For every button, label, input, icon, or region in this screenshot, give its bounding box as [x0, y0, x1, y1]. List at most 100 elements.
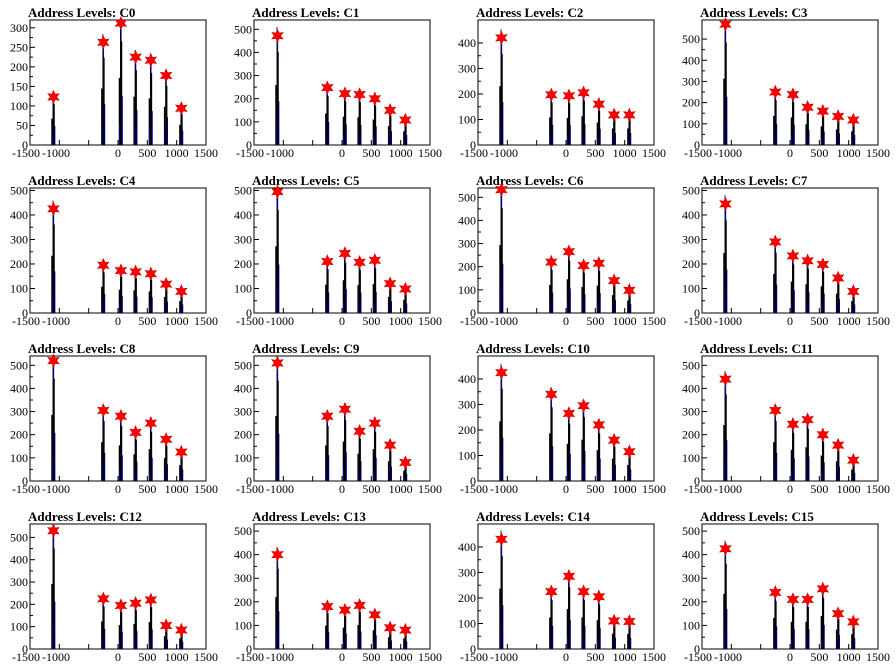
- y-tick-label: 500: [682, 358, 700, 372]
- plot-frame: [701, 523, 879, 650]
- y-tick-label: 500: [234, 524, 252, 538]
- y-tick-label: 200: [234, 92, 252, 106]
- peak-marker: [271, 184, 284, 199]
- peak-marker: [719, 371, 732, 387]
- y-tick-label: 300: [682, 571, 700, 585]
- x-tick-label: 1500: [418, 146, 442, 160]
- chart-panel: Address Levels: C14 0 100 200 300 400 -1500 -10…: [458, 509, 666, 664]
- peak-marker: [159, 618, 173, 633]
- y-tick-label: 0: [246, 138, 252, 152]
- peak-marker: [175, 444, 188, 460]
- y-tick-label: 100: [10, 281, 28, 295]
- peak-marker: [786, 417, 800, 432]
- peak-marker: [175, 101, 188, 116]
- y-tick-label: 200: [682, 257, 700, 271]
- peak-marker: [592, 96, 606, 112]
- y-tick-label: 400: [234, 381, 252, 395]
- y-tick-label: 500: [10, 530, 28, 544]
- y-tick-label: 100: [10, 620, 28, 634]
- y-tick-label: 0: [694, 306, 700, 320]
- peak-marker: [175, 284, 188, 299]
- peak-marker: [47, 201, 60, 217]
- peak-marker: [831, 606, 845, 621]
- peak-marker: [47, 523, 60, 538]
- x-tick-label: 500: [810, 650, 828, 664]
- peak-marker: [607, 613, 621, 629]
- peak-marker: [545, 584, 558, 599]
- y-tick-label: 400: [10, 381, 28, 395]
- x-tick-label: 500: [138, 146, 156, 160]
- peak-marker: [97, 403, 110, 418]
- peak-marker: [368, 415, 382, 431]
- x-tick-label: -1000: [266, 314, 294, 328]
- peak-marker: [129, 264, 142, 280]
- y-tick-label: 400: [234, 208, 252, 222]
- y-tick-label: 0: [470, 642, 476, 656]
- peak-marker: [383, 276, 397, 291]
- x-tick-label: 0: [115, 314, 121, 328]
- x-tick-label: 500: [586, 650, 604, 664]
- peak-marker: [847, 112, 860, 128]
- x-tick-label: 1500: [866, 146, 890, 160]
- peak-marker: [769, 234, 782, 250]
- y-tick-label: 200: [682, 428, 700, 442]
- x-tick-label: -1500: [460, 650, 488, 664]
- chart-title: Address Levels: C12: [28, 509, 142, 524]
- peak-marker: [562, 88, 576, 104]
- peak-marker: [577, 85, 590, 100]
- x-tick-label: 500: [138, 650, 156, 664]
- x-tick-label: -1000: [42, 482, 70, 496]
- y-tick-label: 200: [10, 597, 28, 611]
- x-tick-label: -1000: [714, 482, 742, 496]
- x-tick-label: -1500: [236, 482, 264, 496]
- peak-marker: [847, 284, 860, 299]
- peak-marker: [97, 35, 110, 50]
- peak-marker: [129, 425, 142, 440]
- y-tick-label: 300: [10, 21, 28, 35]
- peak-marker: [495, 30, 508, 46]
- x-tick-label: -1500: [12, 314, 40, 328]
- x-tick-label: 1000: [165, 314, 189, 328]
- peak-marker: [47, 89, 60, 105]
- y-tick-label: 200: [10, 428, 28, 442]
- chart-panel: Address Levels: C10 0 100 200 300 400 -1500 -10…: [458, 341, 666, 496]
- peak-marker: [623, 444, 636, 459]
- chart-title: Address Levels: C6: [476, 173, 584, 188]
- x-tick-label: -1000: [42, 650, 70, 664]
- x-tick-label: 1500: [642, 146, 666, 160]
- chart-title: Address Levels: C2: [476, 5, 583, 20]
- x-tick-label: 1500: [866, 482, 890, 496]
- chart-title: Address Levels: C13: [252, 509, 366, 524]
- peak-marker: [545, 87, 558, 102]
- x-tick-label: 500: [362, 650, 380, 664]
- peak-marker: [592, 417, 606, 433]
- peak-marker: [338, 602, 352, 618]
- y-tick-label: 500: [10, 358, 28, 372]
- peak-marker: [495, 182, 508, 197]
- chart-title: Address Levels: C10: [476, 341, 590, 356]
- peak-marker: [816, 427, 830, 442]
- y-tick-label: 200: [682, 96, 700, 110]
- y-tick-label: 100: [234, 618, 252, 632]
- y-tick-label: 300: [234, 69, 252, 83]
- peak-marker: [719, 16, 732, 32]
- peak-marker: [399, 455, 412, 470]
- y-tick-label: 500: [682, 524, 700, 538]
- y-tick-label: 400: [10, 208, 28, 222]
- x-tick-label: 1500: [642, 482, 666, 496]
- x-tick-label: -1500: [12, 650, 40, 664]
- y-tick-label: 0: [470, 474, 476, 488]
- y-tick-label: 400: [682, 381, 700, 395]
- peak-marker: [399, 622, 412, 638]
- x-tick-label: 1500: [418, 314, 442, 328]
- x-tick-label: -1500: [12, 482, 40, 496]
- peak-marker: [562, 244, 576, 259]
- y-tick-label: 100: [234, 281, 252, 295]
- peak-marker: [577, 584, 590, 599]
- peak-marker: [577, 258, 590, 273]
- chart-panel: Address Levels: C4 0 100 200 300 400 500 -1500-…: [10, 173, 218, 328]
- x-tick-label: -1500: [684, 650, 712, 664]
- y-tick-label: 250: [10, 40, 28, 54]
- peak-marker: [129, 49, 142, 65]
- x-tick-label: 0: [787, 650, 793, 664]
